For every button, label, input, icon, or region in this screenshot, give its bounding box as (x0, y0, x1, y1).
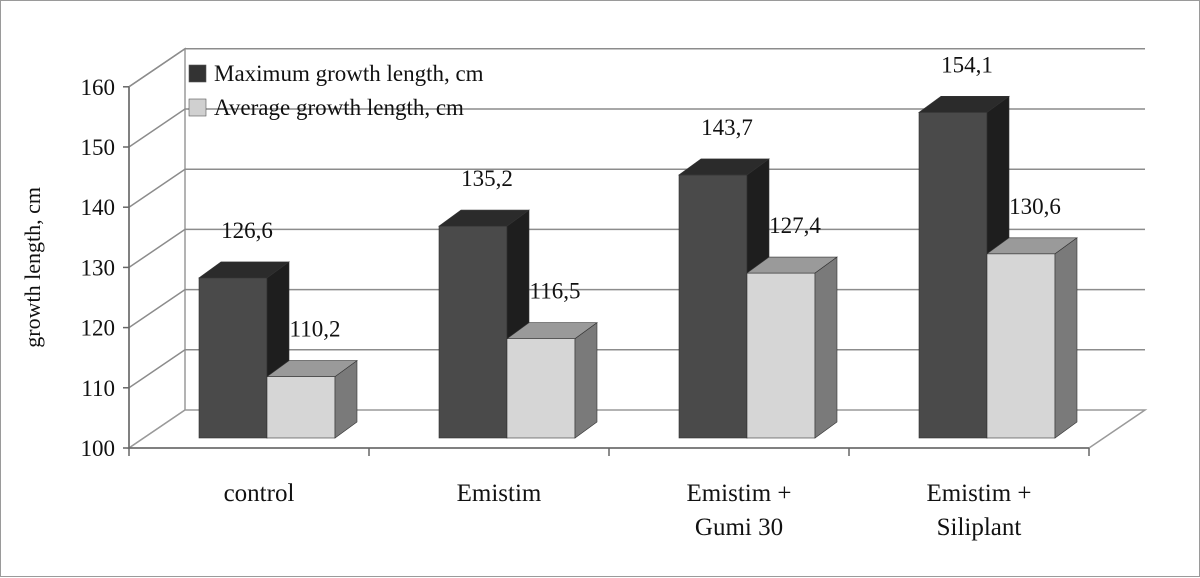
data-labels: 126,6 110,2 135,2 116,5 143,7 127,4 154,1 130,6 (221, 52, 1061, 341)
data-label: 127,4 (769, 213, 821, 238)
gridline (128, 48, 1145, 88)
bar-top (986, 237, 1078, 255)
gridline (128, 168, 1145, 208)
bar-front (198, 277, 268, 439)
x-category-label: control (224, 480, 295, 507)
y-tick-label: 160 (81, 75, 116, 100)
legend-label: Average growth length, cm (214, 95, 464, 120)
data-label: 130,6 (1009, 194, 1061, 219)
legend-swatch (188, 98, 207, 117)
bar-top (506, 322, 598, 339)
bar-front (506, 338, 576, 439)
x-category-label: Gumi 30 (695, 514, 783, 541)
bar-front (986, 253, 1056, 439)
bar-top (198, 261, 290, 279)
bars (198, 95, 1078, 439)
y-tick-label: 100 (81, 436, 116, 461)
x-category-label: Emistim (457, 480, 542, 507)
x-category-label: Siliplant (937, 514, 1022, 541)
y-tick-label: 130 (81, 255, 116, 280)
bar-side (814, 256, 838, 439)
y-axis-title: growth length, cm (20, 187, 45, 348)
y-tick-label: 120 (81, 316, 116, 341)
bar-top (746, 256, 838, 274)
x-category-label: Emistim + (686, 480, 791, 507)
y-tick-label: 150 (81, 135, 116, 160)
gridline (128, 108, 1145, 148)
legend-swatch (188, 64, 207, 83)
data-label: 143,7 (701, 115, 753, 140)
y-tick-label: 110 (81, 376, 115, 401)
legend: Maximum growth length, cm Average growth … (188, 61, 484, 120)
bar-front (678, 174, 748, 439)
data-label: 110,2 (290, 317, 341, 342)
bar-side (574, 322, 598, 439)
y-tick-label: 140 (81, 195, 116, 220)
data-label: 116,5 (530, 279, 581, 304)
bar-top (918, 96, 1010, 113)
bar-top (678, 158, 770, 176)
legend-label: Maximum growth length, cm (214, 61, 484, 86)
bar-front (746, 272, 816, 439)
bar-front (438, 225, 508, 439)
data-label: 126,6 (221, 218, 273, 243)
bar-front (918, 112, 988, 439)
x-category-label: Emistim + (926, 480, 1031, 507)
bar-top (438, 209, 530, 227)
data-label: 154,1 (941, 52, 993, 77)
bar-front (266, 376, 336, 439)
bar-top (266, 360, 358, 377)
axes: 100 110 120 130 140 150 160 growth length, cm co… (20, 75, 1090, 541)
data-label: 135,2 (461, 166, 513, 191)
gridline (128, 228, 1145, 269)
bar-side (1054, 237, 1078, 439)
